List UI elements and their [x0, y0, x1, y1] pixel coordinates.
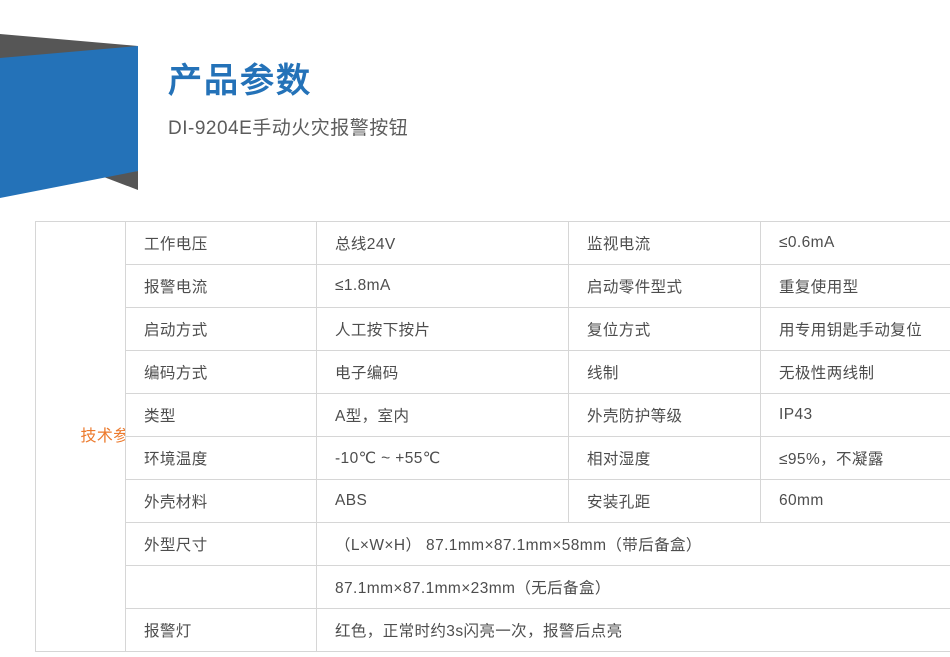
- table-row: 编码方式 电子编码 线制 无极性两线制: [36, 350, 950, 394]
- table-row: 启动方式 人工按下按片 复位方式 用专用钥匙手动复位: [36, 307, 950, 351]
- category-label: 技术参数: [80, 427, 125, 445]
- row-value: 红色，正常时约3s闪亮一次，报警后点亮: [316, 608, 950, 652]
- table-row: 外型尺寸 （L×W×H） 87.1mm×87.1mm×58mm（带后备盒）: [36, 522, 950, 566]
- row-value: 用专用钥匙手动复位: [760, 307, 950, 351]
- row-value: 87.1mm×87.1mm×23mm（无后备盒）: [316, 565, 950, 609]
- page-subtitle: DI-9204E手动火灾报警按钮: [168, 118, 409, 139]
- row-value: A型，室内: [316, 393, 569, 437]
- table-row: 外壳材料 ABS 安装孔距 60mm: [36, 479, 950, 523]
- row-label: 复位方式: [568, 307, 761, 351]
- row-value: ABS: [316, 479, 569, 523]
- row-label: 报警灯: [125, 608, 317, 652]
- row-value: IP43: [760, 393, 950, 437]
- row-value: 重复使用型: [760, 264, 950, 308]
- table-row: 类型 A型，室内 外壳防护等级 IP43: [36, 393, 950, 437]
- row-label: 工作电压: [125, 221, 317, 265]
- ribbon-graphic: [0, 0, 200, 215]
- row-label: 安装孔距: [568, 479, 761, 523]
- spec-table-container: 技术参数 工作电压 总线24V 监视电流 ≤0.6mA 报警电流 ≤1.8mA …: [35, 221, 950, 652]
- row-label: [125, 565, 317, 609]
- row-value: -10℃ ~ +55℃: [316, 436, 569, 480]
- row-label: 外型尺寸: [125, 522, 317, 566]
- row-label: 编码方式: [125, 350, 317, 394]
- table-row: 报警灯 红色，正常时约3s闪亮一次，报警后点亮: [36, 608, 950, 652]
- row-label: 相对湿度: [568, 436, 761, 480]
- row-label: 线制: [568, 350, 761, 394]
- row-label: 类型: [125, 393, 317, 437]
- spec-table-body: 技术参数 工作电压 总线24V 监视电流 ≤0.6mA 报警电流 ≤1.8mA …: [35, 221, 950, 652]
- table-row: 87.1mm×87.1mm×23mm（无后备盒）: [36, 565, 950, 609]
- row-value: ≤95%，不凝露: [760, 436, 950, 480]
- table-row: 技术参数 工作电压 总线24V 监视电流 ≤0.6mA: [35, 221, 950, 652]
- row-value: 无极性两线制: [760, 350, 950, 394]
- row-label: 启动方式: [125, 307, 317, 351]
- row-label: 环境温度: [125, 436, 317, 480]
- row-label: 报警电流: [125, 264, 317, 308]
- row-value: 60mm: [760, 479, 950, 523]
- row-value: （L×W×H） 87.1mm×87.1mm×58mm（带后备盒）: [316, 522, 950, 566]
- ribbon-blue-shape: [0, 46, 138, 198]
- row-label: 外壳材料: [125, 479, 317, 523]
- row-label: 启动零件型式: [568, 264, 761, 308]
- category-cell: 技术参数: [35, 221, 126, 652]
- table-row: 报警电流 ≤1.8mA 启动零件型式 重复使用型: [36, 264, 950, 308]
- row-value: ≤0.6mA: [760, 221, 950, 265]
- page-header: 产品参数 DI-9204E手动火灾报警按钮: [0, 0, 950, 215]
- table-row: 环境温度 -10℃ ~ +55℃ 相对湿度 ≤95%，不凝露: [36, 436, 950, 480]
- row-value: 电子编码: [316, 350, 569, 394]
- header-text-block: 产品参数 DI-9204E手动火灾报警按钮: [168, 58, 868, 142]
- row-value: ≤1.8mA: [316, 264, 569, 308]
- row-value: 总线24V: [316, 221, 569, 265]
- row-label: 监视电流: [568, 221, 761, 265]
- row-label: 外壳防护等级: [568, 393, 761, 437]
- page-title: 产品参数: [168, 62, 312, 100]
- row-value: 人工按下按片: [316, 307, 569, 351]
- spec-table: 技术参数 工作电压 总线24V 监视电流 ≤0.6mA 报警电流 ≤1.8mA …: [35, 221, 950, 652]
